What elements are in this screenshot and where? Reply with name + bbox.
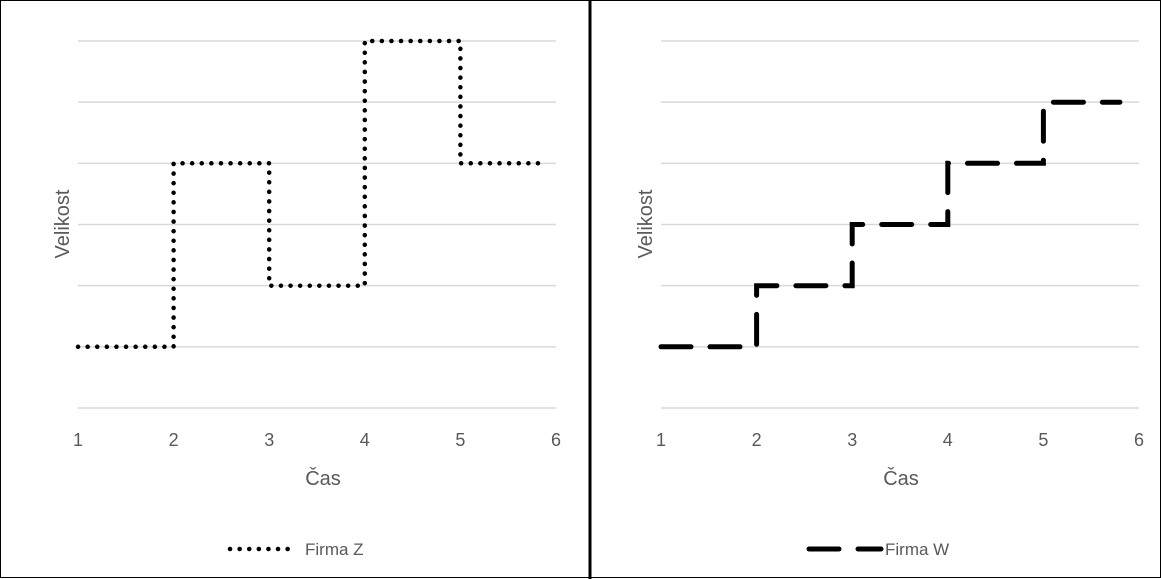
series-line-firma-w [658,99,1123,350]
legend: Firma Z [227,540,364,559]
x-tick-label: 5 [1038,430,1048,450]
x-tick-label: 2 [169,430,179,450]
x-tick-label: 5 [455,430,465,450]
x-tick-label: 4 [943,430,953,450]
x-tick-label: 3 [264,430,274,450]
legend-label-firma-w: Firma W [885,540,949,559]
x-tick-label: 2 [752,430,762,450]
x-tick-label: 4 [360,430,370,450]
chart-panel-firma-w: 1 2 3 4 5 6 Čas Velikost Firma W [635,40,1144,559]
y-axis-title: Velikost [635,189,657,258]
chart-panel-firma-z: 1 2 3 4 5 6 Čas Velikost Firma Z [52,38,561,559]
x-tick-label: 6 [1134,430,1144,450]
x-axis-title: Čas [883,467,919,490]
x-tick-label: 3 [847,430,857,450]
x-tick-label: 1 [656,430,666,450]
legend-label-firma-z: Firma Z [305,540,364,559]
x-axis-title: Čas [305,467,341,490]
y-axis-title: Velikost [52,189,74,258]
series-line-firma-z [75,38,549,350]
x-tick-label: 6 [551,430,561,450]
legend: Firma W [806,540,949,559]
x-tick-label: 1 [73,430,83,450]
